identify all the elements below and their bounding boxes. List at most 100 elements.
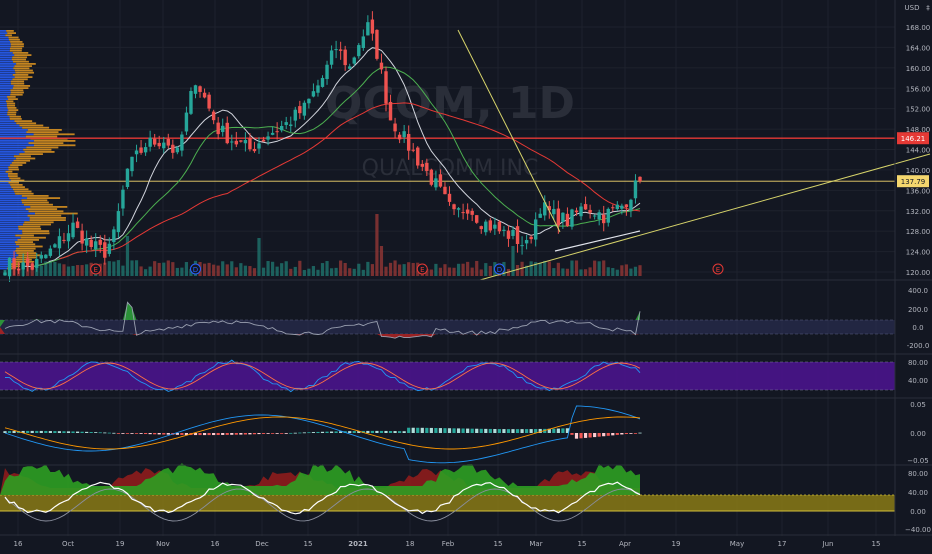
volume-bar <box>466 261 470 276</box>
volume-profile-up <box>0 258 15 261</box>
macd-histogram-bar <box>85 431 89 433</box>
stoch-tick-label: 80.00 <box>908 359 928 367</box>
candle-body <box>80 230 84 244</box>
volume-profile-up <box>0 133 34 136</box>
volume-profile-down <box>19 124 44 127</box>
cci-positive-fill <box>0 302 640 327</box>
cci-band <box>0 320 895 334</box>
candle-body <box>239 140 243 142</box>
macd-histogram-bar <box>216 433 220 436</box>
volume-profile-up <box>0 212 35 215</box>
candle-body <box>574 210 579 213</box>
macd-histogram-bar <box>234 433 238 435</box>
candle <box>329 45 334 69</box>
volume-profile-down <box>8 181 19 184</box>
candle-body <box>397 134 402 140</box>
candle-body <box>484 221 488 233</box>
volume-profile-down <box>14 76 33 78</box>
candle <box>148 130 152 152</box>
candle <box>261 136 266 142</box>
macd-histogram-bar <box>497 429 501 433</box>
volume-profile-up <box>0 69 15 72</box>
ma-20-line <box>32 66 641 268</box>
event-marker-d[interactable]: D <box>493 263 505 275</box>
macd-histogram-bar <box>112 432 116 434</box>
volume-profile-up <box>0 190 15 193</box>
time-tick-label: Jun <box>822 540 834 548</box>
macd-histogram-bar <box>411 427 415 433</box>
candle-body <box>602 214 606 224</box>
macd-histogram-bar <box>66 431 71 433</box>
macd-histogram-bar <box>202 433 207 436</box>
volume-bar <box>311 266 316 276</box>
macd-histogram-bar <box>12 431 16 433</box>
event-marker-e[interactable]: E <box>416 263 428 275</box>
candle <box>638 176 642 184</box>
volume-bar <box>375 214 379 276</box>
time-tick-label: 19 <box>672 540 681 548</box>
volume-profile-up <box>0 256 17 259</box>
candle-body <box>221 125 225 133</box>
candle-body <box>452 204 456 210</box>
candle <box>139 140 143 155</box>
volume-bar <box>175 267 179 276</box>
volume-bar <box>112 261 116 276</box>
macd-histogram-bar <box>225 433 229 435</box>
volume-bar <box>166 260 170 276</box>
volume-profile-up <box>0 232 23 235</box>
volume-profile-down <box>18 254 41 257</box>
osc-tick-label: −40.00 <box>905 526 931 534</box>
event-marker-e[interactable]: E <box>712 263 724 275</box>
event-marker-e[interactable]: E <box>90 263 102 275</box>
volume-profile-up <box>0 32 8 34</box>
candle-body <box>316 85 320 93</box>
volume-profile-down <box>7 113 17 116</box>
event-marker-label: D <box>497 266 502 274</box>
volume-profile-down <box>7 111 17 114</box>
volume-profile-down <box>15 157 36 160</box>
candle <box>279 120 284 133</box>
volume-profile-up <box>0 225 19 228</box>
macd-histogram-bar <box>162 433 166 435</box>
volume-profile-up <box>0 129 28 131</box>
candle <box>16 262 21 274</box>
volume-bar <box>398 264 402 276</box>
volume-profile-down <box>7 267 17 270</box>
macd-histogram-bar <box>57 431 62 433</box>
volume-bar <box>452 267 456 276</box>
volume-profile-up <box>0 234 16 237</box>
volume-profile-down <box>12 74 29 76</box>
macd-histogram-bar <box>180 433 184 435</box>
candle <box>583 196 588 210</box>
volume-profile-down <box>23 148 52 151</box>
event-marker-d[interactable]: D <box>190 263 201 275</box>
candle <box>35 253 39 272</box>
volume-bar <box>552 268 556 276</box>
volume-profile-down <box>19 153 43 155</box>
candle <box>416 146 420 169</box>
volume-profile-down <box>13 155 31 158</box>
volume-bar <box>57 263 62 276</box>
volume-bar <box>602 260 606 276</box>
volume-bar <box>515 264 520 276</box>
candle-body <box>611 207 615 209</box>
volume-profile-up <box>0 98 9 100</box>
volume-bar <box>588 267 592 276</box>
volume-profile-down <box>22 223 51 226</box>
candle-body <box>338 49 343 51</box>
macd-histogram-bar <box>352 431 356 433</box>
macd-histogram-bar <box>221 433 225 435</box>
volume-profile-down <box>13 60 29 63</box>
watermark-symbol: QCOM, 1D <box>325 78 575 129</box>
volume-profile-down <box>15 71 35 74</box>
candle <box>561 212 565 229</box>
volume-bar <box>529 261 533 276</box>
macd-histogram-bar <box>243 433 247 435</box>
candle <box>379 53 384 74</box>
candle <box>89 235 93 250</box>
volume-profile-up <box>0 54 15 56</box>
candle-body <box>420 163 424 167</box>
macd-histogram-bar <box>511 429 515 433</box>
